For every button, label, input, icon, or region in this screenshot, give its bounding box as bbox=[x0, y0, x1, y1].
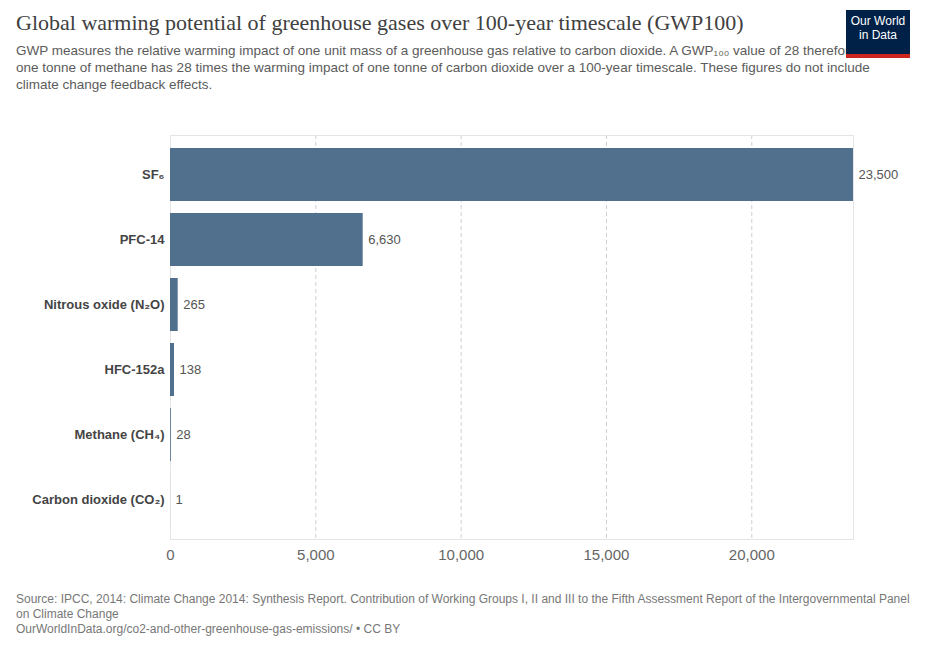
svg-text:265: 265 bbox=[183, 297, 205, 312]
svg-text:138: 138 bbox=[180, 362, 202, 377]
html-text:in Data: in Data bbox=[859, 28, 897, 42]
svg-text:PFC-14: PFC-14 bbox=[120, 232, 166, 247]
svg-text:1: 1 bbox=[176, 492, 183, 507]
svg-text:HFC-152a: HFC-152a bbox=[105, 362, 166, 377]
svg-text:SF₆: SF₆ bbox=[142, 167, 165, 182]
html-text:Our World: Our World bbox=[850, 14, 906, 28]
svg-text:6,630: 6,630 bbox=[368, 232, 401, 247]
html-text:OurWorldInData.org/co2-and-oth: OurWorldInData.org/co2-and-other-greenho… bbox=[16, 622, 401, 636]
svg-text:20,000: 20,000 bbox=[729, 546, 775, 563]
html-text:GWP measures the relative warm: GWP measures the relative warming impact… bbox=[16, 43, 902, 92]
svg-text:23,500: 23,500 bbox=[859, 167, 899, 182]
svg-text:Methane (CH₄): Methane (CH₄) bbox=[75, 427, 165, 442]
svg-text:10,000: 10,000 bbox=[438, 546, 484, 563]
html-text:Global warming potential of gr: Global warming potential of greenhouse g… bbox=[16, 10, 744, 35]
svg-text:0: 0 bbox=[166, 546, 174, 563]
html-text:Source: IPCC, 2014: Climate Ch: Source: IPCC, 2014: Climate Change 2014:… bbox=[16, 592, 910, 621]
svg-text:Nitrous oxide (N₂O): Nitrous oxide (N₂O) bbox=[44, 297, 165, 312]
svg-text:5,000: 5,000 bbox=[297, 546, 335, 563]
svg-text:Carbon dioxide (CO₂): Carbon dioxide (CO₂) bbox=[32, 492, 164, 507]
svg-text:15,000: 15,000 bbox=[584, 546, 630, 563]
svg-text:28: 28 bbox=[176, 427, 190, 442]
